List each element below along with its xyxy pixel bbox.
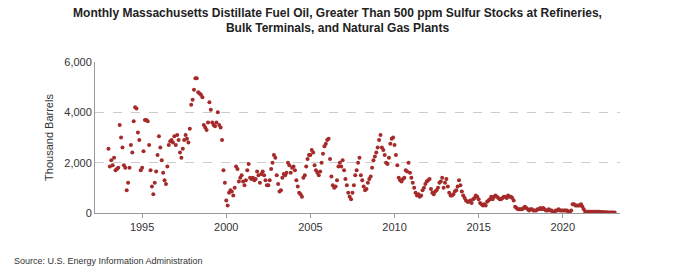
svg-text:1995: 1995	[130, 221, 154, 233]
svg-text:2020: 2020	[551, 221, 575, 233]
svg-text:2015: 2015	[466, 221, 490, 233]
svg-text:6,000: 6,000	[64, 56, 92, 68]
svg-text:Monthly Massachusetts Distilla: Monthly Massachusetts Distillate Fuel Oi…	[73, 6, 602, 36]
svg-text:Thousand Barrels: Thousand Barrels	[43, 94, 55, 181]
svg-text:2005: 2005	[298, 221, 322, 233]
svg-text:2000: 2000	[214, 221, 238, 233]
svg-text:4,000: 4,000	[64, 106, 92, 118]
svg-text:0: 0	[86, 207, 92, 219]
svg-text:Source: U.S. Energy Informatio: Source: U.S. Energy Information Administ…	[14, 256, 203, 266]
svg-text:2010: 2010	[382, 221, 406, 233]
svg-text:2,000: 2,000	[64, 157, 92, 169]
